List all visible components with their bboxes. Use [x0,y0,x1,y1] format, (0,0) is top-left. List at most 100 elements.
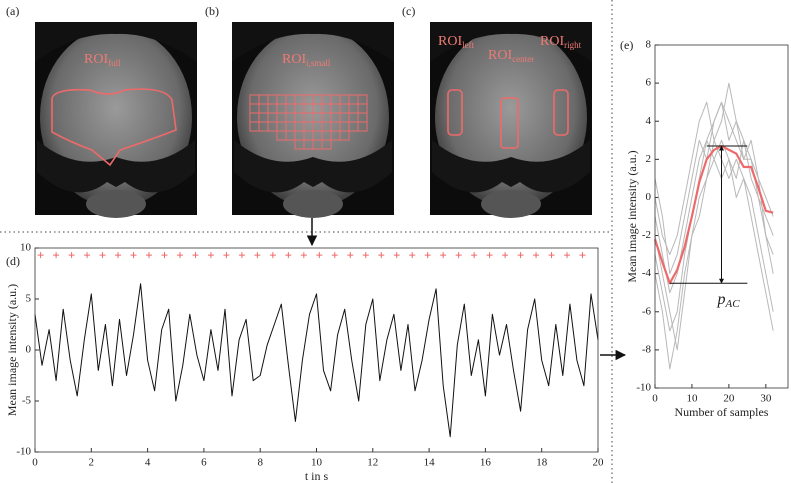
y-tick-label: -4 [642,267,652,279]
marker [53,252,60,259]
annotation-main: p [717,291,726,308]
y-tick-label: 6 [646,77,652,89]
photo-b [232,22,394,218]
marker [579,252,586,259]
marker [130,252,137,259]
marker [316,252,323,259]
x-tick-label: 16 [480,457,492,469]
roi-cell [339,130,350,141]
panel-label: (e) [620,38,633,52]
panel-label: (b) [205,4,219,18]
y-axis-label: Mean image intensity (a.u.) [5,284,19,416]
x-tick-label: 12 [367,457,378,469]
roi-cell [321,139,332,150]
marker [84,252,91,259]
x-tick-label: 18 [536,457,548,469]
marker [409,252,416,259]
data-line [654,82,774,256]
annotation-label: pAC [717,291,741,310]
marker [285,252,292,259]
x-tick-label: 10 [686,393,698,405]
marker [238,252,245,259]
marker [378,252,385,259]
x-tick-label: 30 [760,393,772,405]
data-line [654,139,774,351]
roi-label: ROIleft [438,34,475,50]
marker [68,252,75,259]
x-tick-label: 2 [89,457,95,469]
y-tick-label: 4 [646,115,652,127]
data-line [654,158,774,370]
x-axis-label: Number of samples [675,405,769,419]
x-tick-label: 0 [652,393,658,405]
x-tick-label: 8 [257,457,263,469]
x-tick-label: 6 [201,457,207,469]
y-tick-label: -5 [22,395,32,407]
marker [440,252,447,259]
marker [331,252,338,259]
marker [223,252,230,259]
x-tick-label: 4 [145,457,151,469]
roi-cell [357,121,368,132]
roi-label: ROIfull [84,52,121,68]
x-axis-label: t in s [305,469,329,483]
x-tick-label: 20 [723,393,735,405]
plot-frame [654,44,789,389]
x-tick-label: 0 [32,457,38,469]
marker [455,252,462,259]
annotation-sub: AC [725,298,741,310]
marker [393,252,400,259]
marker [486,252,493,259]
y-tick-label: -2 [642,229,651,241]
marker [471,252,478,259]
marker [362,252,369,259]
marker [517,252,524,259]
marker [254,252,261,259]
marker [115,252,122,259]
data-line [654,101,774,294]
data-line [653,144,774,285]
roi-label: ROIi,small [282,52,331,68]
y-tick-label: -10 [16,446,31,458]
data-line [34,283,599,438]
photo-c [430,22,592,218]
x-tick-label: 20 [593,457,605,469]
marker [192,252,199,259]
panel-label: (c) [402,4,415,18]
marker [269,252,276,259]
marker [564,252,571,259]
marker [207,252,214,259]
x-tick-label: 10 [311,457,323,469]
marker [99,252,106,259]
panel-label: (d) [6,254,20,268]
marker [146,252,153,259]
y-tick-label: -8 [642,343,652,355]
panel-label: (a) [6,4,19,18]
marker [300,252,307,259]
data-line [654,101,774,275]
y-axis-label: Mean image intensity (a.u.) [625,150,639,282]
roi-label: ROIright [540,34,582,50]
marker [347,252,354,259]
y-tick-label: 0 [646,191,652,203]
marker [176,252,183,259]
marker [161,252,168,259]
y-tick-label: 2 [646,153,652,165]
y-tick-label: 10 [20,242,32,254]
y-tick-label: -10 [636,382,651,394]
marker [37,252,44,259]
marker [502,252,509,259]
plot-frame [34,247,599,453]
y-tick-label: 5 [26,293,32,305]
roi-label: ROIcenter [488,48,534,64]
marker [424,252,431,259]
marker [548,252,555,259]
photo-a [35,22,197,218]
marker [533,252,540,259]
y-tick-label: 8 [646,39,652,51]
y-tick-label: 0 [26,344,32,356]
data-line [654,139,774,332]
y-tick-label: -6 [642,305,652,317]
x-tick-label: 14 [424,457,436,469]
